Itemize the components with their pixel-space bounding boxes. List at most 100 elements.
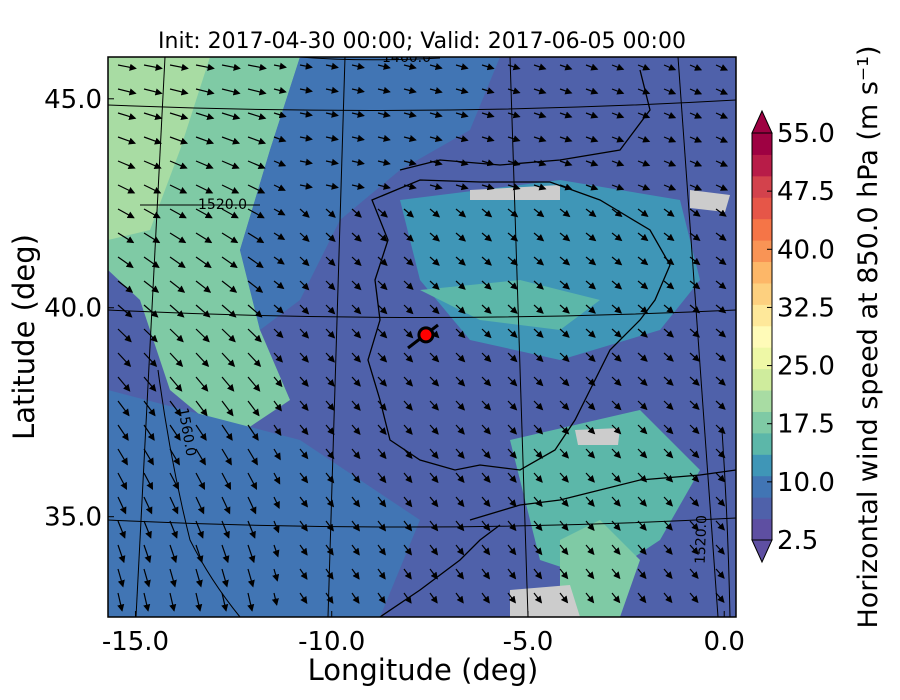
wind-arrow	[715, 136, 729, 143]
wind-arrow	[247, 136, 267, 145]
wind-arrow	[507, 280, 518, 290]
wind-arrow	[663, 328, 674, 338]
wind-arrow	[351, 328, 362, 339]
wind-arrow	[325, 472, 335, 484]
wind-arrow	[715, 400, 726, 410]
wind-arrow	[273, 208, 286, 216]
wind-arrow	[117, 400, 130, 417]
wind-arrow	[455, 111, 469, 119]
wind-arrow	[559, 256, 571, 266]
wind-arrow	[195, 88, 215, 96]
wind-arrow	[663, 304, 675, 314]
wind-arrow	[325, 424, 335, 436]
wind-arrow	[325, 376, 335, 387]
wind-arrow	[377, 472, 387, 484]
wind-arrow	[403, 183, 417, 190]
wind-arrow	[403, 400, 413, 411]
wind-arrow	[221, 256, 238, 269]
wind-arrow	[455, 256, 466, 266]
colorbar-extend-min	[751, 539, 773, 564]
wind-arrow	[169, 352, 184, 368]
wind-arrow	[481, 448, 491, 459]
wind-arrow	[117, 424, 129, 441]
wind-arrow	[117, 88, 137, 96]
x-axis-label: Longitude (deg)	[308, 653, 539, 687]
wind-arrow	[143, 376, 157, 392]
colorbar-tick-label: 17.5	[777, 410, 835, 440]
wind-arrow	[273, 472, 281, 485]
wind-arrow	[195, 184, 214, 194]
wind-arrow	[715, 376, 726, 386]
wind-arrow	[663, 183, 677, 191]
wind-arrow	[689, 544, 699, 555]
wind-arrow	[403, 472, 413, 484]
wind-arrow	[611, 111, 625, 119]
latitude-gridline	[108, 99, 736, 111]
wind-arrow	[507, 256, 518, 266]
wind-arrow	[377, 158, 391, 166]
wind-arrow	[117, 352, 132, 368]
wind-arrow	[715, 496, 726, 507]
wind-arrow	[559, 111, 573, 119]
wind-arrow	[637, 208, 649, 217]
wind-arrow	[533, 496, 543, 507]
wind-arrow	[585, 424, 596, 435]
wind-arrow	[663, 592, 673, 604]
wind-arrow	[403, 280, 414, 291]
wind-arrow	[377, 544, 386, 556]
wind-arrow	[221, 280, 238, 293]
wind-arrow	[273, 352, 284, 363]
colorbar-segment	[752, 154, 772, 177]
wind-arrow	[663, 159, 677, 167]
wind-arrow	[273, 280, 285, 290]
y-axis: 35.0 40.0 45.0	[44, 85, 114, 533]
wind-arrow	[481, 352, 492, 363]
wind-arrow	[637, 135, 651, 143]
wind-arrow	[273, 111, 287, 119]
wind-arrow	[429, 208, 441, 218]
y-tick-label: 40.0	[44, 294, 102, 324]
wind-region-alboran	[510, 410, 700, 580]
wind-arrow	[143, 184, 162, 194]
wind-arrow	[559, 280, 570, 290]
wind-arrow	[611, 352, 622, 362]
wind-arrow	[429, 135, 443, 143]
wind-arrow	[299, 280, 310, 291]
wind-arrow	[403, 448, 413, 460]
wind-arrow	[351, 496, 361, 508]
wind-arrow	[325, 232, 336, 242]
wind-arrow	[689, 400, 700, 411]
wind-arrow	[377, 208, 388, 218]
wind-arrow	[195, 160, 214, 170]
wind-arrow	[585, 232, 597, 242]
wind-arrow	[377, 110, 391, 118]
wind-arrow	[637, 496, 647, 507]
wind-arrow	[351, 424, 361, 436]
wind-arrow	[299, 86, 313, 94]
wind-arrow	[351, 86, 365, 94]
wind-arrow	[637, 232, 649, 242]
colorbar-tick-label: 40.0	[777, 235, 835, 265]
wind-arrow	[663, 400, 674, 411]
wind-arrow	[351, 256, 362, 267]
wind-arrow	[533, 280, 544, 290]
wind-arrow	[663, 544, 673, 555]
wind-arrow	[143, 208, 161, 219]
wind-arrow	[611, 400, 622, 411]
wind-arrow	[143, 304, 159, 318]
wind-arrow	[611, 183, 625, 191]
wind-arrow	[221, 520, 230, 539]
wind-arrow	[481, 256, 492, 266]
wind-arrow	[689, 64, 703, 71]
wind-arrow	[663, 63, 677, 71]
wind-arrow	[689, 256, 701, 266]
wind-arrow	[689, 352, 700, 362]
wind-arrow	[663, 111, 677, 119]
colorbar-segment	[752, 432, 772, 455]
wind-arrow	[611, 256, 623, 266]
wind-arrow	[169, 496, 179, 515]
wind-arrow	[195, 424, 207, 441]
wind-arrow	[273, 448, 281, 461]
wind-arrow	[169, 136, 189, 145]
